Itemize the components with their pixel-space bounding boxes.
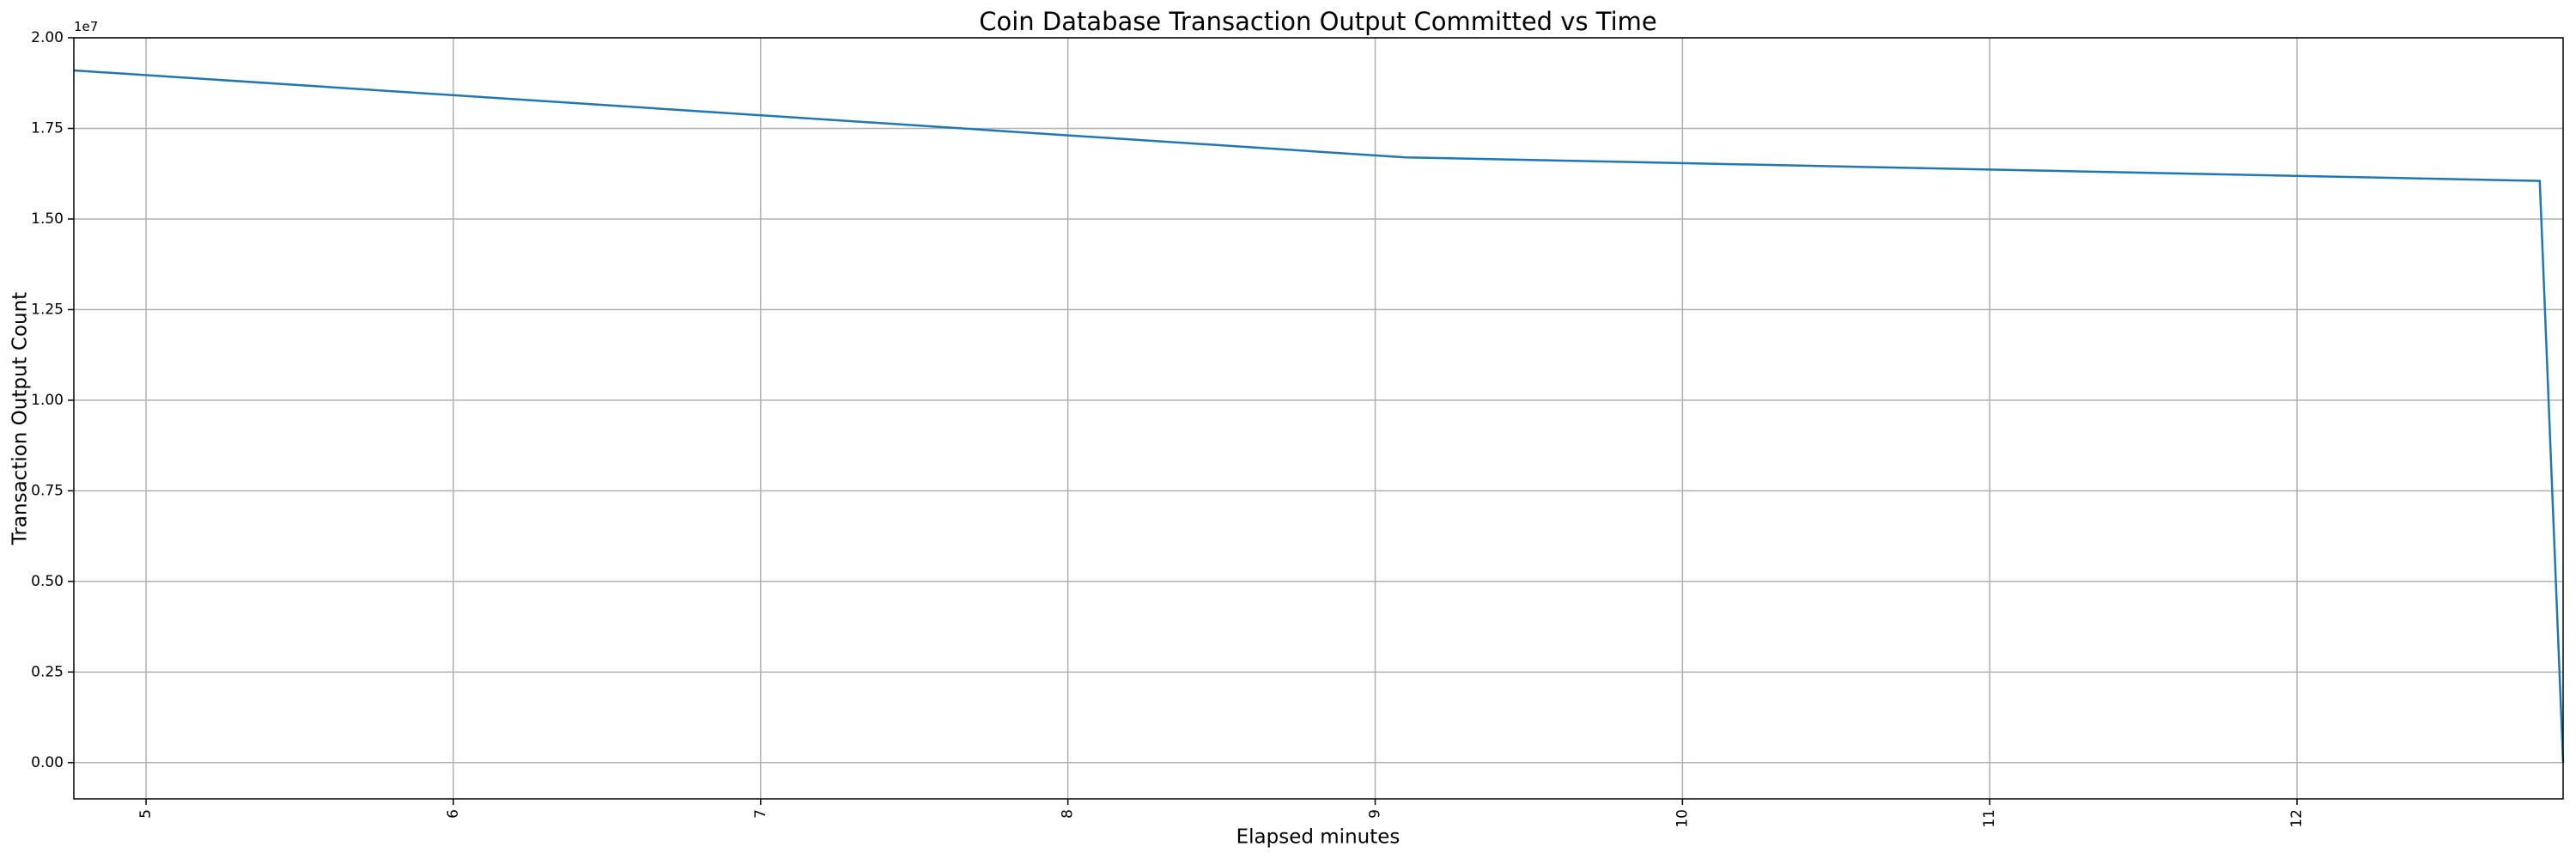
y-tick-label: 0.25 <box>31 663 64 680</box>
chart-title: Coin Database Transaction Output Committ… <box>979 7 1657 36</box>
y-tick-label: 1.50 <box>31 210 64 228</box>
y-tick-label: 1.00 <box>31 392 64 409</box>
y-offset-label: 1e7 <box>74 19 98 34</box>
y-tick-label: 0.00 <box>31 754 64 771</box>
y-tick-label: 1.25 <box>31 301 64 318</box>
x-tick-label: 7 <box>752 809 769 819</box>
plot-frame <box>73 37 2564 800</box>
data-line <box>73 69 2565 763</box>
x-axis-label: Elapsed minutes <box>1236 826 1400 849</box>
y-tick-label: 0.50 <box>31 573 64 590</box>
x-tick-label: 8 <box>1060 809 1077 819</box>
y-tick-label: 1.75 <box>31 119 64 137</box>
x-tick-label: 10 <box>1674 809 1691 828</box>
x-tick-label: 6 <box>445 809 462 819</box>
x-tick-label: 11 <box>1981 809 1998 828</box>
x-tick-label: 9 <box>1367 809 1384 819</box>
x-tick-label: 5 <box>137 809 155 819</box>
y-tick-label: 0.75 <box>31 482 64 499</box>
x-tick-label: 12 <box>2288 809 2306 828</box>
y-axis-label: Transaction Output Count <box>9 292 32 545</box>
y-tick-label: 2.00 <box>31 29 64 46</box>
